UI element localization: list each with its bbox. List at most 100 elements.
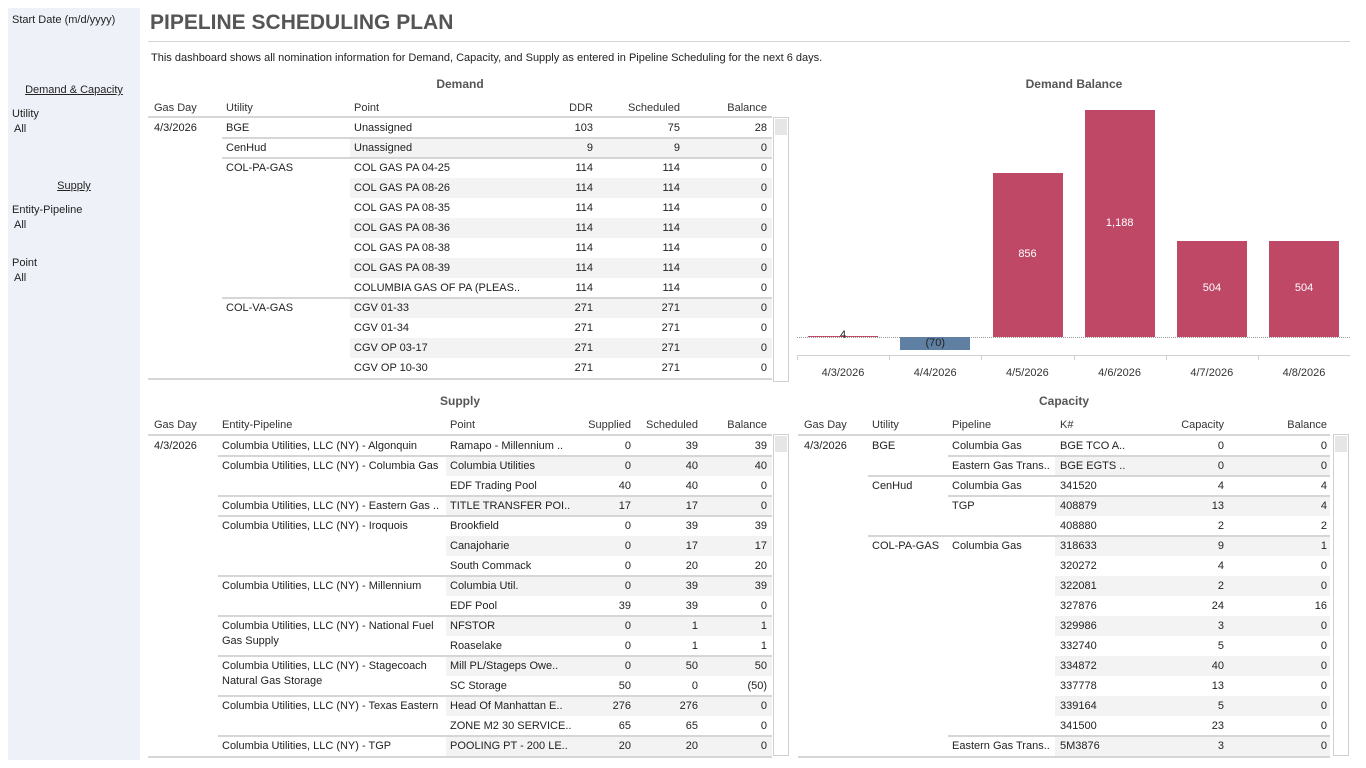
table-row[interactable]: [798, 496, 1330, 516]
capacity-cell-balance: 0: [1320, 660, 1327, 672]
table-row[interactable]: [148, 676, 772, 696]
column-header[interactable]: K#: [1060, 419, 1074, 431]
capacity-cell-capacity: 5: [1217, 700, 1224, 712]
column-header[interactable]: Pipeline: [952, 419, 992, 431]
table-row[interactable]: [148, 278, 772, 298]
x-axis: [797, 355, 1350, 356]
column-header[interactable]: Entity-Pipeline: [222, 419, 293, 431]
table-row[interactable]: [148, 576, 772, 596]
scrollbar-thumb[interactable]: [775, 436, 787, 452]
capacity-cell-k-: BGE EGTS ..: [1060, 460, 1126, 472]
supply-scrollbar[interactable]: [773, 434, 789, 756]
table-row[interactable]: [148, 656, 772, 676]
table-row[interactable]: [148, 496, 772, 516]
table-row[interactable]: [148, 118, 772, 138]
table-row[interactable]: [148, 596, 772, 616]
demand-cell-utility: BGE: [226, 122, 250, 134]
table-row[interactable]: [148, 318, 772, 338]
group-divider: [222, 297, 772, 299]
supply-cell-point: EDF Trading Pool: [450, 480, 537, 492]
table-row[interactable]: [148, 218, 772, 238]
bar-4/5/2026[interactable]: [992, 173, 1063, 337]
demand-cell-ddr: 114: [575, 222, 593, 234]
table-row[interactable]: [148, 338, 772, 358]
x-tick-label: 4/8/2026: [1282, 367, 1326, 379]
capacity-scrollbar[interactable]: [1333, 434, 1349, 756]
table-row[interactable]: [798, 736, 1330, 756]
bar-4/8/2026[interactable]: [1269, 240, 1340, 337]
table-row[interactable]: [798, 476, 1330, 496]
capacity-cell-balance: 0: [1320, 700, 1327, 712]
table-row[interactable]: [148, 636, 772, 656]
table-row[interactable]: [798, 696, 1330, 716]
column-header[interactable]: DDR: [569, 102, 593, 114]
column-header[interactable]: Balance: [727, 102, 767, 114]
table-row[interactable]: [148, 716, 772, 736]
table-row[interactable]: [148, 696, 772, 716]
demand-cell-point: CGV 01-33: [354, 302, 410, 314]
row-band: [1055, 496, 1330, 516]
supply-header: Supply: [57, 180, 91, 192]
table-row[interactable]: [798, 556, 1330, 576]
column-header[interactable]: Gas Day: [154, 102, 197, 114]
table-row[interactable]: [798, 636, 1330, 656]
column-header[interactable]: Point: [450, 419, 476, 431]
column-header[interactable]: Supplied: [588, 419, 631, 431]
table-row[interactable]: [148, 516, 772, 536]
x-tick-label: 4/3/2026: [821, 367, 865, 379]
column-header[interactable]: Scheduled: [646, 419, 698, 431]
table-row[interactable]: [798, 656, 1330, 676]
capacity-cell-capacity: 0: [1217, 460, 1224, 472]
demand-scrollbar[interactable]: [773, 117, 789, 382]
scrollbar-thumb[interactable]: [1335, 436, 1347, 452]
table-row[interactable]: [798, 576, 1330, 596]
table-row[interactable]: [798, 616, 1330, 636]
table-row[interactable]: [798, 716, 1330, 736]
table-row[interactable]: [148, 138, 772, 158]
table-row[interactable]: [148, 616, 772, 636]
table-row[interactable]: [148, 476, 772, 496]
table-row[interactable]: [148, 536, 772, 556]
table-row[interactable]: [798, 456, 1330, 476]
column-header[interactable]: Utility: [872, 419, 899, 431]
bar-4/7/2026[interactable]: [1176, 240, 1247, 337]
bar-4/6/2026[interactable]: [1084, 110, 1155, 337]
table-row[interactable]: [148, 258, 772, 278]
table-row[interactable]: [148, 158, 772, 178]
table-row[interactable]: [148, 198, 772, 218]
column-header[interactable]: Balance: [1287, 419, 1327, 431]
table-row[interactable]: [148, 556, 772, 576]
column-header[interactable]: Utility: [226, 102, 253, 114]
demand-cell-ddr: 114: [575, 202, 593, 214]
column-header[interactable]: Gas Day: [804, 419, 847, 431]
column-header[interactable]: Scheduled: [628, 102, 680, 114]
table-row[interactable]: [148, 298, 772, 318]
bar-4/4/2026[interactable]: [900, 337, 971, 351]
group-divider: [218, 575, 772, 577]
bar-4/3/2026[interactable]: [808, 336, 879, 337]
point-filter-value[interactable]: All: [14, 272, 27, 284]
table-row[interactable]: [148, 238, 772, 258]
row-band: [1055, 736, 1330, 756]
scrollbar-thumb[interactable]: [775, 119, 787, 135]
column-header[interactable]: Balance: [727, 419, 767, 431]
table-row[interactable]: [798, 516, 1330, 536]
table-row[interactable]: [798, 676, 1330, 696]
column-header[interactable]: Gas Day: [154, 419, 197, 431]
table-row[interactable]: [148, 436, 772, 456]
table-row[interactable]: [798, 536, 1330, 556]
row-band: [350, 258, 772, 278]
utility-filter-value[interactable]: All: [14, 123, 27, 135]
table-row[interactable]: [148, 178, 772, 198]
table-row[interactable]: [798, 436, 1330, 456]
table-row[interactable]: [148, 456, 772, 476]
entity-pipeline-filter-value[interactable]: All: [14, 219, 27, 231]
table-row[interactable]: [798, 596, 1330, 616]
column-header[interactable]: Capacity: [1181, 419, 1224, 431]
supply-cell-point: Ramapo - Millennium ..: [450, 440, 564, 452]
x-tick: [1073, 355, 1075, 360]
column-header[interactable]: Point: [354, 102, 380, 114]
supply-cell-supplied: 0: [624, 440, 631, 452]
table-row[interactable]: [148, 736, 772, 756]
table-row[interactable]: [148, 358, 772, 378]
